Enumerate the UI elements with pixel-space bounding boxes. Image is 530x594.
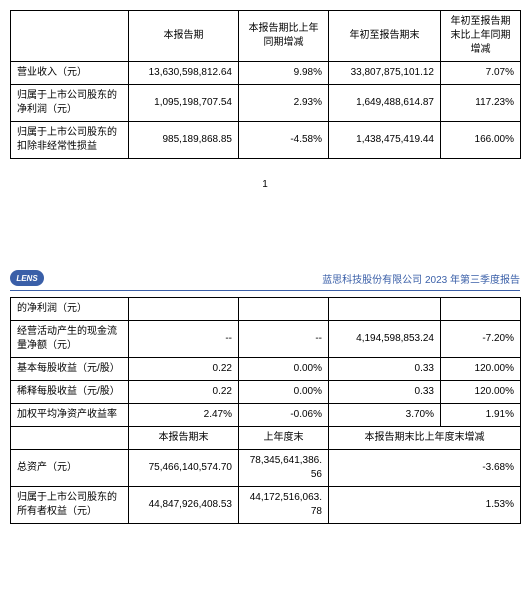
row-label: 基本每股收益（元/股） bbox=[11, 358, 129, 381]
cell-value: -0.06% bbox=[239, 404, 329, 427]
header-cell bbox=[11, 11, 129, 62]
cell-value: 4,194,598,853.24 bbox=[329, 321, 441, 358]
header-cell bbox=[11, 427, 129, 450]
table-row: 归属于上市公司股东的扣除非经常性损益 985,189,868.85 -4.58%… bbox=[11, 122, 521, 159]
table-row: 归属于上市公司股东的净利润（元） 1,095,198,707.54 2.93% … bbox=[11, 85, 521, 122]
cell-value: 2.47% bbox=[129, 404, 239, 427]
cell-value bbox=[239, 298, 329, 321]
cell-value: -- bbox=[129, 321, 239, 358]
table-row: 归属于上市公司股东的所有者权益（元） 44,847,926,408.53 44,… bbox=[11, 487, 521, 524]
table-row: 基本每股收益（元/股） 0.22 0.00% 0.33 120.00% bbox=[11, 358, 521, 381]
cell-value: 0.22 bbox=[129, 358, 239, 381]
cell-value: 13,630,598,812.64 bbox=[129, 62, 239, 85]
cell-value: 33,807,875,101.12 bbox=[329, 62, 441, 85]
cell-value: -3.68% bbox=[329, 450, 521, 487]
table-row: 的净利润（元） bbox=[11, 298, 521, 321]
cell-value bbox=[329, 298, 441, 321]
cell-value: 3.70% bbox=[329, 404, 441, 427]
header-cell: 本报告期比上年同期增减 bbox=[239, 11, 329, 62]
lens-logo-icon: LENS bbox=[10, 270, 44, 286]
table-row: 经营活动产生的现金流量净额（元） -- -- 4,194,598,853.24 … bbox=[11, 321, 521, 358]
cell-value: 985,189,868.85 bbox=[129, 122, 239, 159]
cell-value: 0.00% bbox=[239, 358, 329, 381]
cell-value: 117.23% bbox=[441, 85, 521, 122]
header-cell: 本报告期末 bbox=[129, 427, 239, 450]
row-label: 归属于上市公司股东的扣除非经常性损益 bbox=[11, 122, 129, 159]
row-label: 归属于上市公司股东的所有者权益（元） bbox=[11, 487, 129, 524]
company-logo: LENS bbox=[10, 270, 44, 286]
header-cell: 年初至报告期末比上年同期增减 bbox=[441, 11, 521, 62]
header-cell: 本报告期 bbox=[129, 11, 239, 62]
header-cell: 本报告期末比上年度末增减 bbox=[329, 427, 521, 450]
cell-value: 1.53% bbox=[329, 487, 521, 524]
header-cell: 上年度末 bbox=[239, 427, 329, 450]
row-label: 加权平均净资产收益率 bbox=[11, 404, 129, 427]
cell-value: 120.00% bbox=[441, 381, 521, 404]
cell-value: 1,438,475,419.44 bbox=[329, 122, 441, 159]
table-row: 营业收入（元） 13,630,598,812.64 9.98% 33,807,8… bbox=[11, 62, 521, 85]
header-cell: 年初至报告期末 bbox=[329, 11, 441, 62]
cell-value: 120.00% bbox=[441, 358, 521, 381]
row-label: 的净利润（元） bbox=[11, 298, 129, 321]
row-label: 经营活动产生的现金流量净额（元） bbox=[11, 321, 129, 358]
report-header: LENS 蓝思科技股份有限公司 2023 年第三季度报告 bbox=[10, 270, 520, 286]
table-row: 加权平均净资产收益率 2.47% -0.06% 3.70% 1.91% bbox=[11, 404, 521, 427]
row-label: 稀释每股收益（元/股） bbox=[11, 381, 129, 404]
cell-value bbox=[441, 298, 521, 321]
financial-table-2: 的净利润（元） 经营活动产生的现金流量净额（元） -- -- 4,194,598… bbox=[10, 297, 521, 524]
cell-value: 0.33 bbox=[329, 381, 441, 404]
cell-value: 166.00% bbox=[441, 122, 521, 159]
cell-value: -4.58% bbox=[239, 122, 329, 159]
table-row: 稀释每股收益（元/股） 0.22 0.00% 0.33 120.00% bbox=[11, 381, 521, 404]
row-label: 营业收入（元） bbox=[11, 62, 129, 85]
report-title: 蓝思科技股份有限公司 2023 年第三季度报告 bbox=[322, 271, 520, 286]
cell-value: 2.93% bbox=[239, 85, 329, 122]
cell-value: 0.33 bbox=[329, 358, 441, 381]
cell-value: 1,649,488,614.87 bbox=[329, 85, 441, 122]
table-header-row: 本报告期 本报告期比上年同期增减 年初至报告期末 年初至报告期末比上年同期增减 bbox=[11, 11, 521, 62]
cell-value: 75,466,140,574.70 bbox=[129, 450, 239, 487]
page-number: 1 bbox=[0, 179, 530, 190]
cell-value: 9.98% bbox=[239, 62, 329, 85]
table-row: 总资产（元） 75,466,140,574.70 78,345,641,386.… bbox=[11, 450, 521, 487]
cell-value: -- bbox=[239, 321, 329, 358]
cell-value: 1.91% bbox=[441, 404, 521, 427]
row-label: 归属于上市公司股东的净利润（元） bbox=[11, 85, 129, 122]
cell-value: 78,345,641,386.56 bbox=[239, 450, 329, 487]
cell-value: 1,095,198,707.54 bbox=[129, 85, 239, 122]
cell-value: 7.07% bbox=[441, 62, 521, 85]
financial-table-1: 本报告期 本报告期比上年同期增减 年初至报告期末 年初至报告期末比上年同期增减 … bbox=[10, 10, 521, 159]
cell-value: 44,172,516,063.78 bbox=[239, 487, 329, 524]
cell-value: 44,847,926,408.53 bbox=[129, 487, 239, 524]
cell-value: -7.20% bbox=[441, 321, 521, 358]
cell-value: 0.22 bbox=[129, 381, 239, 404]
header-divider bbox=[10, 290, 520, 291]
table-subheader-row: 本报告期末 上年度末 本报告期末比上年度末增减 bbox=[11, 427, 521, 450]
cell-value bbox=[129, 298, 239, 321]
cell-value: 0.00% bbox=[239, 381, 329, 404]
row-label: 总资产（元） bbox=[11, 450, 129, 487]
